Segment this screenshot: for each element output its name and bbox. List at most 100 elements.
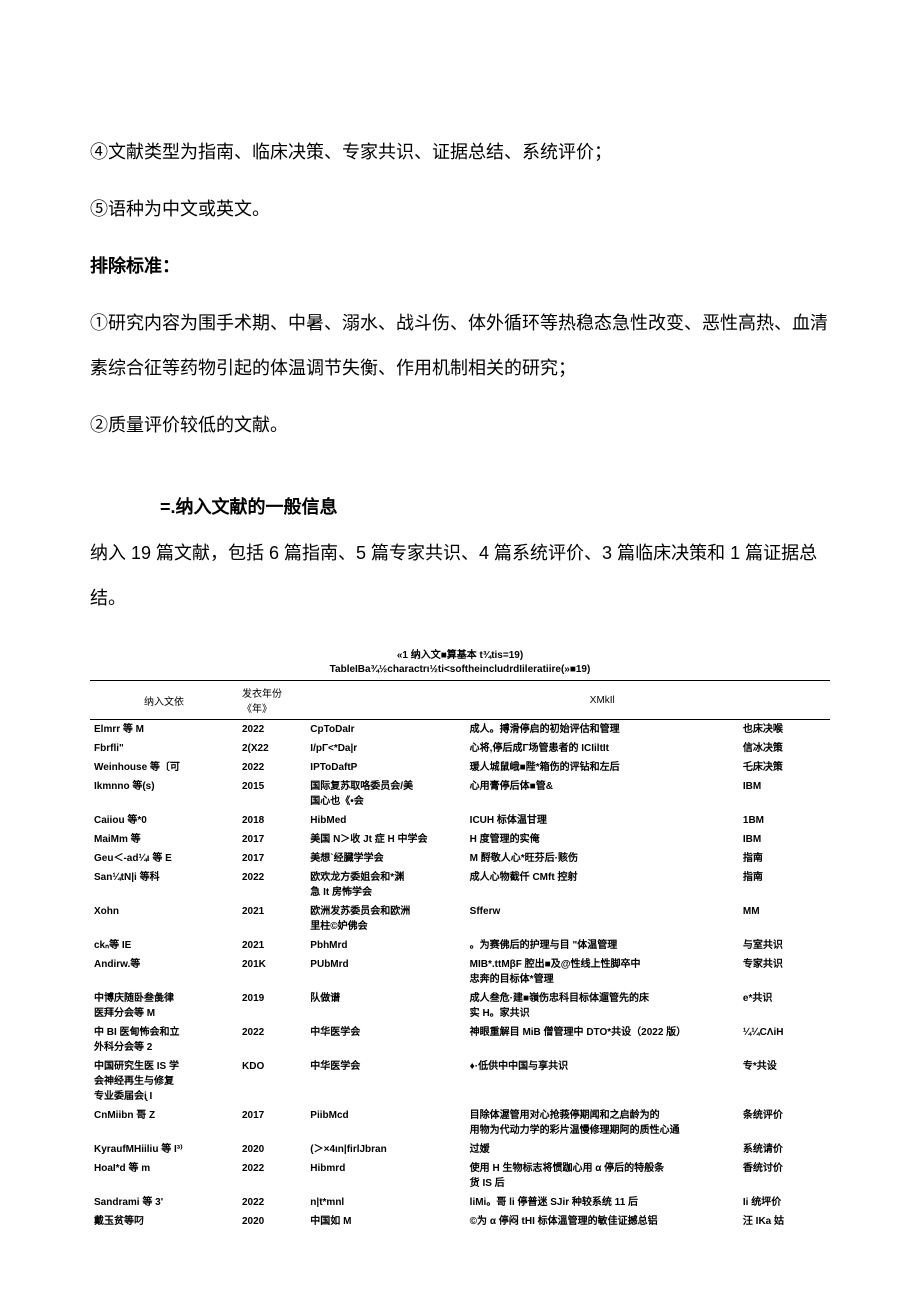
table-cell: 2(X22 xyxy=(238,739,306,758)
table-cell: n|t*mnl xyxy=(306,1193,465,1212)
table-cell: MM xyxy=(739,902,830,936)
th-col4: XMkIl xyxy=(466,681,739,720)
table-cell: 指南 xyxy=(739,868,830,902)
table-cell: 中博庆随卧叁彘律 医拜分会等 M xyxy=(90,989,238,1023)
table-row: Fbrfli"2(X22I/pΓ<*Da|r心将,停后成Γ场管患者的 ICIil… xyxy=(90,739,830,758)
table-cell: 专*共设 xyxy=(739,1057,830,1106)
table-cell: 2022 xyxy=(238,1193,306,1212)
table-cell: 201K xyxy=(238,955,306,989)
table-cell: 神眼重解目 MiB 僧管理中 DTO*共设（2022 版） xyxy=(466,1023,739,1057)
table-cell: ckₙ等 IE xyxy=(90,936,238,955)
criteria-item-5: ⑤语种为中文或英文。 xyxy=(90,187,830,232)
table-cell: M 酹敬人心*旺芬后·赅伤 xyxy=(466,849,739,868)
table-cell: 也床决喉 xyxy=(739,720,830,740)
table-cell: 成人心物截仟 CMft 控射 xyxy=(466,868,739,902)
table-cell: 2017 xyxy=(238,830,306,849)
table-cell: 欧洲发苏委员会和欧洲 里柱©妒佛会 xyxy=(306,902,465,936)
table-cell: 中国研究生医 IS 学 会神经再生与修复 专业委届会ᶖ I xyxy=(90,1057,238,1106)
table-cell: KDO xyxy=(238,1057,306,1106)
table-cell: Geu＜-ad¼ι 等 E xyxy=(90,849,238,868)
table-row: 戴玉贫等叼2020中国如 M©为 α 停闷 tHI 标体溫管理的敏佳证撼总铝汪 … xyxy=(90,1212,830,1231)
table-cell: 1BM xyxy=(739,811,830,830)
table-cell: 目除体渥管用对心抢莪停期闻和之启龄为的 用物为代动力学的彩片温慢修理期阿的质性心… xyxy=(466,1106,739,1140)
table-cell: 2022 xyxy=(238,720,306,740)
table-row: Andirw.等201KPUbMrdMIB*.ttMβF 腔出■及@性线上性脚卒… xyxy=(90,955,830,989)
table-row: HoaI*d 等 m2022Hibmrd使用 H 生物标志将惯跏心用 α 停后的… xyxy=(90,1159,830,1193)
table-cell: 使用 H 生物标志将惯跏心用 α 停后的特般条 货 IS 后 xyxy=(466,1159,739,1193)
table-cell: 信冰决策 xyxy=(739,739,830,758)
table-row: San¼tN|i 等科2022欧欢龙方委姐会和*渊 急 It 房怖学会成人心物截… xyxy=(90,868,830,902)
table-cell: e*共识 xyxy=(739,989,830,1023)
table-cell: ¼¼CΛiH xyxy=(739,1023,830,1057)
table-cell: PiibMcd xyxy=(306,1106,465,1140)
section-title: =.纳入文献的一般信息 xyxy=(90,493,830,519)
table-cell: HoaI*d 等 m xyxy=(90,1159,238,1193)
table-cell: 2015 xyxy=(238,777,306,811)
table-cell: IBM xyxy=(739,777,830,811)
table-row: 中国研究生医 IS 学 会神经再生与修复 专业委届会ᶖ IKDO中华医学会♦·低… xyxy=(90,1057,830,1106)
table-cell: liMi。哥 li 停普迷 SJir 种较系统 11 后 xyxy=(466,1193,739,1212)
table-cell: 条统评价 xyxy=(739,1106,830,1140)
exclusion-item-2: ②质量评价较低的文献。 xyxy=(90,403,830,448)
table-cell: 戴玉贫等叼 xyxy=(90,1212,238,1231)
table-cell: 瑗人城鼠峨■陛*箱伤的评钻和左后 xyxy=(466,758,739,777)
th-col3 xyxy=(306,681,465,720)
table-cell: 心将,停后成Γ场管患者的 ICIiltIt xyxy=(466,739,739,758)
table-cell: 欧欢龙方委姐会和*渊 急 It 房怖学会 xyxy=(306,868,465,902)
table-cell: ♦·低供中中国与享共识 xyxy=(466,1057,739,1106)
table-cell: 美想`经臓学学会 xyxy=(306,849,465,868)
table-row: Sandrami 等 3'2022n|t*mnlliMi。哥 li 停普迷 SJ… xyxy=(90,1193,830,1212)
table-cell: 队做谱 xyxy=(306,989,465,1023)
table-row: ckₙ等 IE2021PbhMrd。为赛佛后的护理与目 "体温管理与室共识 xyxy=(90,936,830,955)
table-cell: 专家共识 xyxy=(739,955,830,989)
table-cell: CnMiibn 哥 Z xyxy=(90,1106,238,1140)
table-cell: 与室共识 xyxy=(739,936,830,955)
table-cell: 过嫒 xyxy=(466,1140,739,1159)
table-cell: 2022 xyxy=(238,868,306,902)
table-cell: 2022 xyxy=(238,1023,306,1057)
table-cell: 系统请价 xyxy=(739,1140,830,1159)
table-cell: 2017 xyxy=(238,849,306,868)
exclusion-heading: 排除标准： xyxy=(90,244,830,289)
table-cell: 心用膏停后体■管& xyxy=(466,777,739,811)
table-cell: (＞×4ιn|firlJbran xyxy=(306,1140,465,1159)
table-cell: 成人叁危·建■嶺伤忠科目标体遛管先的床 实 H。家共识 xyxy=(466,989,739,1023)
table-cell: H 度管理的实俺 xyxy=(466,830,739,849)
table-cell: 2017 xyxy=(238,1106,306,1140)
table-row: Geu＜-ad¼ι 等 E2017美想`经臓学学会M 酹敬人心*旺芬后·赅伤指南 xyxy=(90,849,830,868)
table-cell: 2019 xyxy=(238,989,306,1023)
table-cell: 乇床决策 xyxy=(739,758,830,777)
table-cell: Andirw.等 xyxy=(90,955,238,989)
table-cell: 2022 xyxy=(238,1159,306,1193)
table-cell: 香统讨价 xyxy=(739,1159,830,1193)
table-cell: HibMed xyxy=(306,811,465,830)
table-subcaption: TableIBa¾½charactrι½ti<softheincludrdIil… xyxy=(90,664,830,675)
table-cell: Caiiou 等*0 xyxy=(90,811,238,830)
table-cell: Sfferw xyxy=(466,902,739,936)
table-row: KyraufMHiiliu 等 I³⁾2020(＞×4ιn|firlJbran过… xyxy=(90,1140,830,1159)
table-cell: ©为 α 停闷 tHI 标体溫管理的敏佳证撼总铝 xyxy=(466,1212,739,1231)
table-cell: Weinhouse 等〔可 xyxy=(90,758,238,777)
table-cell: ICUH 标体温甘理 xyxy=(466,811,739,830)
exclusion-item-1: ①研究内容为围手术期、中暑、溺水、战斗伤、体外循环等热稳态急性改变、恶性高热、血… xyxy=(90,301,830,391)
table-body: Elmrr 等 M2022CpToDaIr成人。搏滑停启的初始评估和管理也床决喉… xyxy=(90,720,830,1232)
table-cell: 2021 xyxy=(238,902,306,936)
table-cell: MIB*.ttMβF 腔出■及@性线上性脚卒中 忠奔的目标体*管理 xyxy=(466,955,739,989)
table-cell: CpToDaIr xyxy=(306,720,465,740)
table-cell: 2021 xyxy=(238,936,306,955)
table-cell: Xohn xyxy=(90,902,238,936)
table-cell: 2020 xyxy=(238,1212,306,1231)
table-cell: MaiMm 等 xyxy=(90,830,238,849)
table-row: Weinhouse 等〔可2022IPToDaftP瑗人城鼠峨■陛*箱伤的评钻和… xyxy=(90,758,830,777)
criteria-item-4: ④文献类型为指南、临床决策、专家共识、证据总结、系统评价； xyxy=(90,130,830,175)
literature-table: 纳入文依 发衣年份《年》 XMkIl Elmrr 等 M2022CpToDaIr… xyxy=(90,680,830,1231)
table-cell: PUbMrd xyxy=(306,955,465,989)
table-row: 中 BI 医甸怖会和立 外科分会等 22022中华医学会神眼重解目 MiB 僧管… xyxy=(90,1023,830,1057)
table-cell: 2018 xyxy=(238,811,306,830)
th-col2: 发衣年份《年》 xyxy=(238,681,306,720)
table-cell: San¼tN|i 等科 xyxy=(90,868,238,902)
table-cell: KyraufMHiiliu 等 I³⁾ xyxy=(90,1140,238,1159)
table-cell: Elmrr 等 M xyxy=(90,720,238,740)
table-cell: 中华医学会 xyxy=(306,1023,465,1057)
summary-paragraph: 纳入 19 篇文献，包括 6 篇指南、5 篇专家共识、4 篇系统评价、3 篇临床… xyxy=(90,531,830,621)
